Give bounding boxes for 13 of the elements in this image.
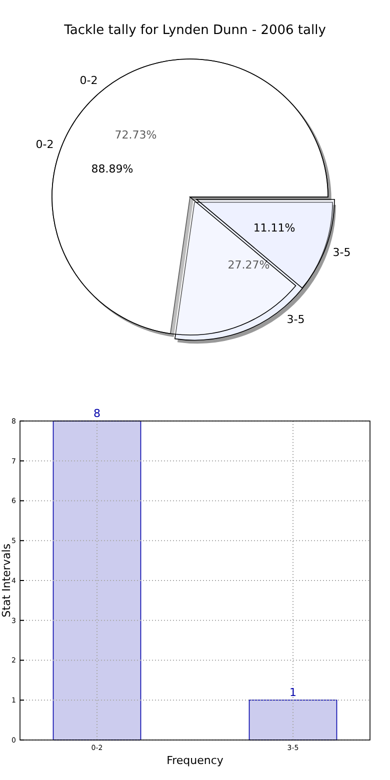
- slice-label: 3-5: [332, 246, 351, 260]
- chart-title: Tackle tally for Lynden Dunn - 2006 tally: [63, 23, 326, 38]
- data-label: 27.27%: [228, 258, 270, 272]
- slice-label: 0-2: [36, 138, 54, 151]
- data-label: 1: [290, 686, 296, 700]
- slice-label: 3-5: [286, 312, 305, 326]
- slice-label: 0-2: [80, 74, 98, 88]
- data-label: 72.73%: [114, 128, 157, 142]
- data-label: 8: [94, 407, 100, 420]
- data-label: 11.11%: [253, 222, 296, 235]
- data-label: 88.89%: [91, 162, 134, 176]
- y-axis-title: Stat Intervals: [0, 543, 13, 618]
- x-axis-title: Frequency: [166, 754, 224, 767]
